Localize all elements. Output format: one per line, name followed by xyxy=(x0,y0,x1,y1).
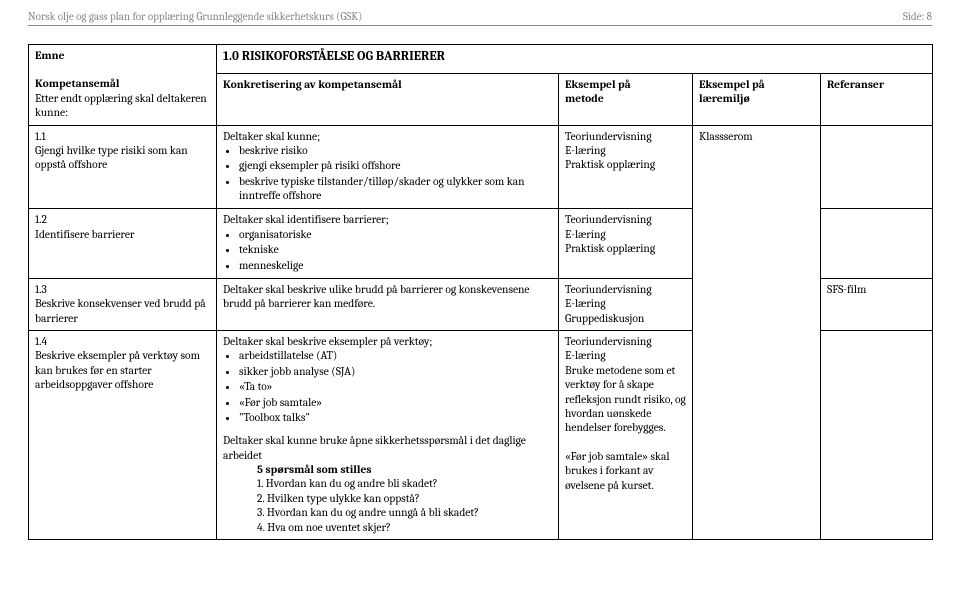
method-line: Teoriundervisning xyxy=(565,283,686,297)
section-title-cell: 1.0 RISIKOFORSTÅELSE OG BARRIERER xyxy=(217,45,933,74)
goal-cell: 1.1Gjengi hvilke type risiki som kan opp… xyxy=(29,125,217,209)
question-line: 1. Hvordan kan du og andre bli skadet? xyxy=(257,477,552,491)
method-line: Gruppediskusjon xyxy=(565,312,686,326)
bullet-item: beskrive risiko xyxy=(239,144,552,158)
question-line: 2. Hvilken type ulykke kan oppstå? xyxy=(257,492,552,506)
goal-text: Identifisere barrierer xyxy=(35,228,210,242)
detail-head: Deltaker skal kunne; xyxy=(223,130,552,144)
goal-cell: 1.4Beskrive eksempler på verktøy som kan… xyxy=(29,331,217,540)
bullet-item: menneskelige xyxy=(239,259,552,273)
method-line: Teoriundervisning xyxy=(565,213,686,227)
bullet-item: beskrive typiske tilstander/tilløp/skade… xyxy=(239,175,552,204)
bullet-item: "Toolbox talks" xyxy=(239,411,552,425)
detail-cell: Deltaker skal beskrive eksempler på verk… xyxy=(217,331,559,540)
question-line: 3. Hvordan kan du og andre unngå å bli s… xyxy=(257,506,552,520)
section-title: 1.0 RISIKOFORSTÅELSE OG BARRIERER xyxy=(223,49,926,65)
method-line: Bruke metodene som et verktøy for å skap… xyxy=(565,364,686,436)
col-laremiljo-l2: læremiljø xyxy=(699,92,814,106)
bullet-item: gjengi eksempler på risiki offshore xyxy=(239,159,552,173)
bullet-item: organisatoriske xyxy=(239,228,552,242)
detail-head: Deltaker skal identifisere barrierer; xyxy=(223,213,552,227)
method-line: Praktisk opplæring xyxy=(565,158,686,172)
bullet-item: «Før job samtale» xyxy=(239,396,552,410)
bullet-item: sikker jobb analyse (SJA) xyxy=(239,365,552,379)
col-konkretisering: Konkretisering av kompetansemål xyxy=(217,73,559,125)
kompetansemal-head-cell: Kompetansemål Etter endt opplæring skal … xyxy=(29,73,217,125)
col-laremiljo-l1: Eksempel på xyxy=(699,78,814,92)
goal-cell: 1.2Identifisere barrierer xyxy=(29,209,217,279)
goal-num: 1.1 xyxy=(35,130,210,144)
method-cell: TeoriundervisningE-læringGruppediskusjon xyxy=(559,278,693,330)
method-cell: TeoriundervisningE-læringBruke metodene … xyxy=(559,331,693,540)
kompetansemal-sub: Etter endt opplæring skal deltakeren kun… xyxy=(35,92,210,121)
detail-after1: Deltaker skal kunne bruke åpne sikkerhet… xyxy=(223,434,552,463)
header-right: Side: 8 xyxy=(903,10,932,23)
method-cell: TeoriundervisningE-læringPraktisk opplær… xyxy=(559,125,693,209)
col-metode-l1: Eksempel på xyxy=(565,78,686,92)
goal-text: Beskrive konsekvenser ved brudd på barri… xyxy=(35,297,210,326)
col-laremiljo: Eksempel på læremiljø xyxy=(693,73,821,125)
goal-cell: 1.3Beskrive konsekvenser ved brudd på ba… xyxy=(29,278,217,330)
goal-num: 1.2 xyxy=(35,213,210,227)
method-line: E-læring xyxy=(565,349,686,363)
page-header: Norsk olje og gass plan for opplæring Gr… xyxy=(28,10,932,23)
goal-num: 1.4 xyxy=(35,335,210,349)
detail-plain: Deltaker skal beskrive ulike brudd på ba… xyxy=(223,283,552,312)
detail-bullets: organisatorisketekniske menneskelige xyxy=(239,228,552,273)
bullet-item: «Ta to» xyxy=(239,380,552,394)
detail-head: Deltaker skal beskrive eksempler på verk… xyxy=(223,335,552,349)
method-line: E-læring xyxy=(565,228,686,242)
detail-bullets: arbeidstillatelse (AT) sikker jobb analys… xyxy=(239,349,552,425)
method-line: Teoriundervisning xyxy=(565,335,686,349)
detail-bullets: beskrive risikogjengi eksempler på risik… xyxy=(239,144,552,204)
ref-cell xyxy=(821,209,933,279)
method-line: «Før job samtale» skal brukes i forkant … xyxy=(565,450,686,493)
question-line: 4. Hva om noe uventet skjer? xyxy=(257,521,552,535)
goal-text: Gjengi hvilke type risiki som kan oppstå… xyxy=(35,144,210,173)
method-line: Teoriundervisning xyxy=(565,130,686,144)
header-left: Norsk olje og gass plan for opplæring Gr… xyxy=(28,10,362,23)
detail-cell: Deltaker skal identifisere barrierer;org… xyxy=(217,209,559,279)
col-konkretisering-label: Konkretisering av kompetansemål xyxy=(223,78,402,91)
method-line xyxy=(565,436,686,450)
detail-cell: Deltaker skal kunne;beskrive risikogjeng… xyxy=(217,125,559,209)
emne-cell: Emne xyxy=(29,45,217,68)
col-referanser: Referanser xyxy=(821,73,933,125)
method-line: Praktisk opplæring xyxy=(565,242,686,256)
ref-cell xyxy=(821,125,933,209)
detail-after2: 5 spørsmål som stilles xyxy=(257,463,552,477)
method-line: E-læring xyxy=(565,144,686,158)
ref-cell xyxy=(821,331,933,540)
bullet-item: arbeidstillatelse (AT) xyxy=(239,349,552,363)
curriculum-table: Emne 1.0 RISIKOFORSTÅELSE OG BARRIERER K… xyxy=(28,44,933,540)
emne-label: Emne xyxy=(35,49,65,62)
goal-num: 1.3 xyxy=(35,283,210,297)
env-cell: Klassserom xyxy=(693,125,821,539)
bullet-item: tekniske xyxy=(239,243,552,257)
col-metode: Eksempel på metode xyxy=(559,73,693,125)
kompetansemal-head: Kompetansemål xyxy=(35,77,210,91)
col-referanser-label: Referanser xyxy=(827,78,884,91)
header-rule xyxy=(28,25,932,26)
method-line: E-læring xyxy=(565,297,686,311)
ref-cell: SFS-film xyxy=(821,278,933,330)
col-metode-l2: metode xyxy=(565,92,686,106)
goal-text: Beskrive eksempler på verktøy som kan br… xyxy=(35,349,210,392)
method-cell: TeoriundervisningE-læringPraktisk opplær… xyxy=(559,209,693,279)
detail-cell: Deltaker skal beskrive ulike brudd på ba… xyxy=(217,278,559,330)
